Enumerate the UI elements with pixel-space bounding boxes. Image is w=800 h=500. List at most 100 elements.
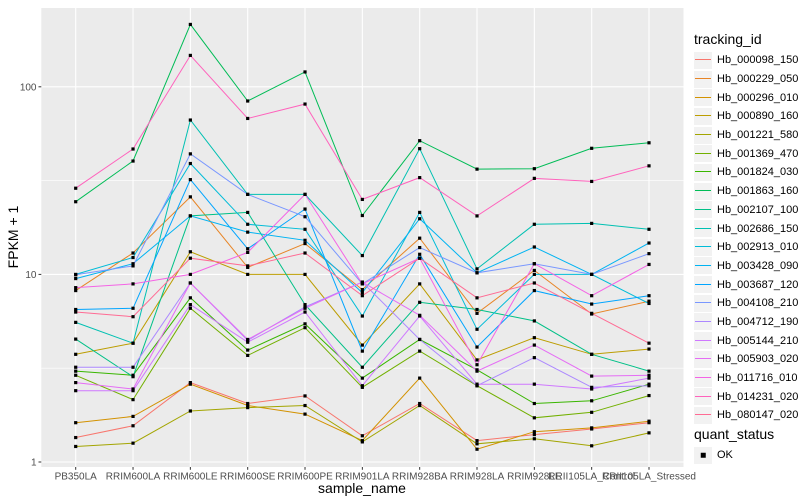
data-point xyxy=(647,252,651,256)
data-point xyxy=(246,264,250,268)
legend-key-line xyxy=(694,350,712,368)
data-point xyxy=(532,272,536,276)
data-point xyxy=(590,272,594,276)
series-color-line-icon xyxy=(695,377,711,379)
data-point xyxy=(74,373,78,377)
data-point xyxy=(532,268,536,273)
data-point xyxy=(303,192,307,196)
data-point xyxy=(188,303,192,307)
legend-item-Hb_080147_020: Hb_080147_020 xyxy=(694,406,798,425)
legend-key-line xyxy=(694,313,712,331)
data-point xyxy=(590,426,594,430)
tracking-id-legend-entries: Hb_000098_150 Hb_000229_050 Hb_000296_010 H… xyxy=(694,51,798,425)
data-point xyxy=(303,394,307,398)
legend-item-Hb_001863_160: Hb_001863_160 xyxy=(694,182,798,201)
series-color-line-icon xyxy=(695,190,711,192)
legend-key-line xyxy=(694,276,712,294)
data-point xyxy=(246,272,250,276)
x-tick-label: RRIM928LE xyxy=(507,472,562,483)
data-point xyxy=(647,301,651,306)
legend-key-line xyxy=(694,107,712,125)
data-point xyxy=(74,320,78,324)
data-point xyxy=(360,290,364,295)
legend-item-Hb_002686_150: Hb_002686_150 xyxy=(694,219,798,238)
legend-label: Hb_000890_160 xyxy=(717,110,799,123)
data-point xyxy=(74,273,78,277)
data-point xyxy=(303,251,307,255)
data-point xyxy=(647,347,651,351)
data-point xyxy=(532,167,536,171)
legend-key-line xyxy=(694,332,712,350)
data-point xyxy=(418,376,422,380)
legend-item-Hb_003428_090: Hb_003428_090 xyxy=(694,257,798,276)
legend-key-line xyxy=(694,220,712,238)
data-point xyxy=(418,337,422,342)
legend-label: Hb_001824_030 xyxy=(717,166,799,179)
data-point xyxy=(360,213,364,218)
legend-label: Hb_080147_020 xyxy=(717,409,799,422)
legend-label: Hb_001221_580 xyxy=(717,129,799,142)
data-point xyxy=(532,245,536,249)
data-point xyxy=(418,403,422,408)
data-point xyxy=(475,214,479,218)
data-point xyxy=(475,439,479,443)
data-point xyxy=(74,276,78,281)
legend-label: Hb_000229_050 xyxy=(717,73,799,86)
series-color-line-icon xyxy=(695,96,711,98)
data-point xyxy=(74,337,78,341)
data-point xyxy=(188,250,192,254)
data-point xyxy=(303,241,307,246)
legend-label: Hb_001863_160 xyxy=(717,185,799,198)
legend-label: Hb_002913_010 xyxy=(717,241,799,254)
data-point xyxy=(532,281,536,285)
x-tick-label: RRIM901LA xyxy=(335,472,390,483)
data-point xyxy=(418,349,422,353)
series-color-line-icon xyxy=(695,302,711,304)
data-point xyxy=(418,147,422,151)
data-point xyxy=(131,262,135,266)
legend-key-line xyxy=(694,294,712,312)
data-point xyxy=(532,262,536,266)
data-point xyxy=(532,430,536,434)
data-point xyxy=(303,310,307,314)
legend-item-Hb_011716_010: Hb_011716_010 xyxy=(694,369,798,388)
legend-item-Hb_001824_030: Hb_001824_030 xyxy=(694,163,798,182)
data-point xyxy=(131,424,135,428)
data-point xyxy=(188,161,192,166)
data-point xyxy=(360,314,364,318)
legend-key-line xyxy=(694,51,712,69)
data-point xyxy=(131,147,135,151)
data-point xyxy=(188,281,192,285)
data-point xyxy=(188,22,192,27)
data-point xyxy=(475,311,479,315)
data-point xyxy=(475,271,479,275)
data-point xyxy=(647,431,651,435)
legend-label: Hb_005144_210 xyxy=(717,334,799,347)
data-point xyxy=(590,374,594,378)
black-square-point-icon xyxy=(700,453,706,458)
data-point xyxy=(418,217,422,221)
x-tick-label: PB350LA xyxy=(55,472,98,483)
data-point xyxy=(418,300,422,304)
x-tick-label: RRIM600SE xyxy=(220,472,276,483)
legend-label: Hb_011716_010 xyxy=(717,372,798,385)
data-point xyxy=(188,296,192,300)
data-point xyxy=(131,398,135,402)
series-color-line-icon xyxy=(695,414,711,416)
data-point xyxy=(131,306,135,310)
data-point xyxy=(532,416,536,420)
legend-label: Hb_004108_210 xyxy=(717,297,799,310)
data-point xyxy=(532,343,536,347)
data-point xyxy=(246,353,250,358)
data-point xyxy=(303,412,307,416)
data-point xyxy=(475,447,479,451)
data-point xyxy=(418,139,422,143)
data-point xyxy=(303,306,307,310)
data-point xyxy=(475,363,479,367)
data-point xyxy=(74,186,78,190)
legend-item-Hb_000296_010: Hb_000296_010 xyxy=(694,88,798,107)
data-point xyxy=(475,267,479,271)
data-point xyxy=(246,403,250,408)
x-tick-label: RRIM928LA xyxy=(450,472,505,483)
data-point xyxy=(246,210,250,215)
